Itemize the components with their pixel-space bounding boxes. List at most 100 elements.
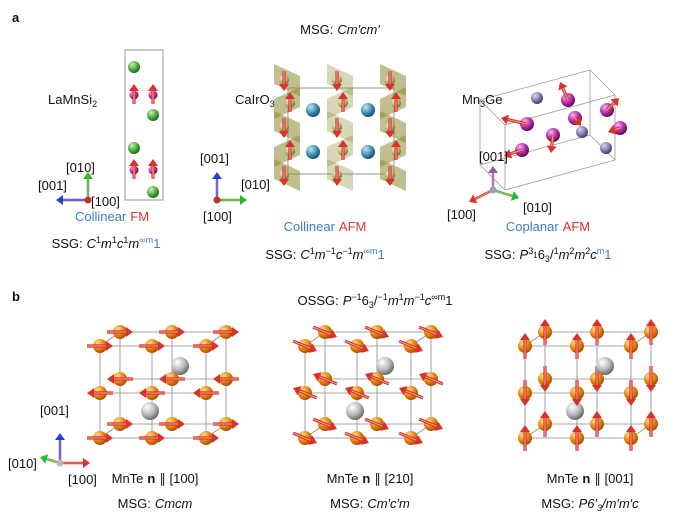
- spin-arrow-head: [240, 195, 247, 205]
- text-part: Ge: [485, 92, 502, 107]
- spin-arrow-head: [158, 433, 165, 443]
- axis-label: [001]: [479, 149, 508, 164]
- text-part: AFM: [339, 219, 366, 234]
- text-part: Cmcm: [155, 496, 193, 511]
- text-part: m: [128, 236, 139, 251]
- text-part: −1: [378, 292, 388, 302]
- spin-arrow-head: [178, 419, 185, 429]
- spin-arrow-shine: [551, 134, 554, 147]
- text-part: OSSG:: [298, 293, 339, 308]
- spin-arrow-head: [126, 419, 133, 429]
- spin-arrow-head: [213, 374, 220, 384]
- atom: [361, 145, 375, 159]
- formula: Mn3Ge: [462, 92, 502, 109]
- material-label: MnTe n ∥ [210]: [327, 471, 414, 486]
- spin-arrow-head: [345, 386, 354, 396]
- spin-arrow-head: [129, 84, 139, 91]
- spin-arrow-head: [332, 131, 342, 138]
- text-part: [001]: [38, 178, 67, 193]
- text-part: 1: [310, 246, 315, 256]
- text-part: MnTe: [112, 471, 144, 486]
- ssg-label: SSG: P3163/1m2m2cm1: [484, 246, 611, 264]
- text-part: ∞m: [431, 292, 445, 302]
- axis-label: [001]: [200, 151, 229, 166]
- spin-arrow-head: [592, 385, 602, 392]
- spin-arrow-head: [610, 98, 619, 107]
- spin-arrow-head: [646, 319, 656, 326]
- text-part: −1: [415, 292, 425, 302]
- spin-arrow-head: [504, 149, 513, 159]
- spin-arrow-shine: [398, 432, 417, 441]
- text-part: m: [315, 247, 326, 262]
- atom: [147, 109, 159, 121]
- spin-arrow-head: [520, 399, 530, 406]
- spin-arrow-shine: [606, 102, 615, 111]
- spin-arrow-head: [83, 458, 90, 468]
- text-part: /: [550, 247, 554, 262]
- spin-arrow-shine: [292, 340, 311, 349]
- spin-arrow-shine: [398, 340, 417, 349]
- spin-arrow-shine: [319, 376, 338, 385]
- text-part: 2: [585, 246, 590, 256]
- cell-edge: [479, 134, 591, 166]
- text-part: P: [520, 247, 529, 262]
- spin-arrow-head: [139, 388, 146, 398]
- spin-arrow-head: [129, 159, 139, 166]
- text-part: 1: [445, 293, 452, 308]
- ssg-label: SSG: C1m−1c−1m∞m1: [265, 246, 384, 262]
- spin-arrow-head: [40, 454, 49, 464]
- text-part: 3: [480, 99, 485, 109]
- cell-edge: [479, 99, 506, 126]
- text-part: MnTe: [547, 471, 579, 486]
- text-part: m: [574, 247, 585, 262]
- text-part: MSG:: [118, 496, 151, 511]
- spin-arrow-head: [592, 411, 602, 418]
- spin-arrow-head: [193, 388, 200, 398]
- text-part: 1: [533, 251, 538, 260]
- text-part: [100]: [91, 194, 120, 209]
- text-part: m: [404, 293, 415, 308]
- axis-label: [001]: [40, 403, 69, 418]
- atom: [128, 61, 140, 73]
- spin-arrow-head: [546, 145, 557, 153]
- spin-arrow-head: [646, 411, 656, 418]
- text-part: [001]: [200, 151, 229, 166]
- text-part: n: [147, 471, 155, 486]
- text-part: Cm′c′m: [367, 496, 410, 511]
- text-part: −1: [326, 246, 336, 256]
- text-part: c: [425, 293, 432, 308]
- axis-label: [010]: [523, 200, 552, 215]
- spin-arrow-shine: [312, 418, 331, 427]
- text-part: Collinear: [284, 219, 336, 234]
- axis-label: [010]: [66, 160, 95, 175]
- spin-arrow-head: [293, 386, 302, 396]
- text-part: 3: [270, 99, 275, 109]
- spin-arrow-shine: [299, 390, 318, 399]
- text-part: b: [12, 289, 20, 304]
- axis-label: [010]: [8, 456, 37, 471]
- spin-arrow-head: [279, 131, 289, 138]
- text-part: /: [374, 293, 378, 308]
- axis-label: [100]: [91, 194, 120, 209]
- spin-arrow-head: [399, 386, 408, 396]
- spin-arrow-shine: [371, 376, 390, 385]
- spin-arrow-head: [434, 329, 443, 339]
- text-part: 6: [538, 247, 545, 262]
- spin-arrow-head: [414, 435, 423, 445]
- text-part: c: [590, 247, 597, 262]
- text-part: [010]: [241, 177, 270, 192]
- text-part: m: [101, 236, 112, 251]
- text-part: P: [343, 293, 352, 308]
- axis-label: [100]: [68, 472, 97, 487]
- spin-arrow-head: [148, 159, 158, 166]
- spin-arrow-head: [540, 411, 550, 418]
- spin-arrow-head: [338, 140, 348, 147]
- spin-arrow-head: [360, 343, 369, 353]
- spin-arrow-shine: [312, 326, 331, 335]
- axis-origin: [489, 186, 497, 194]
- text-part: 1: [123, 235, 128, 245]
- spin-arrow-head: [572, 333, 582, 340]
- spin-arrow-head: [308, 435, 317, 445]
- text-part: m: [353, 247, 364, 262]
- spin-arrow-head: [106, 433, 113, 443]
